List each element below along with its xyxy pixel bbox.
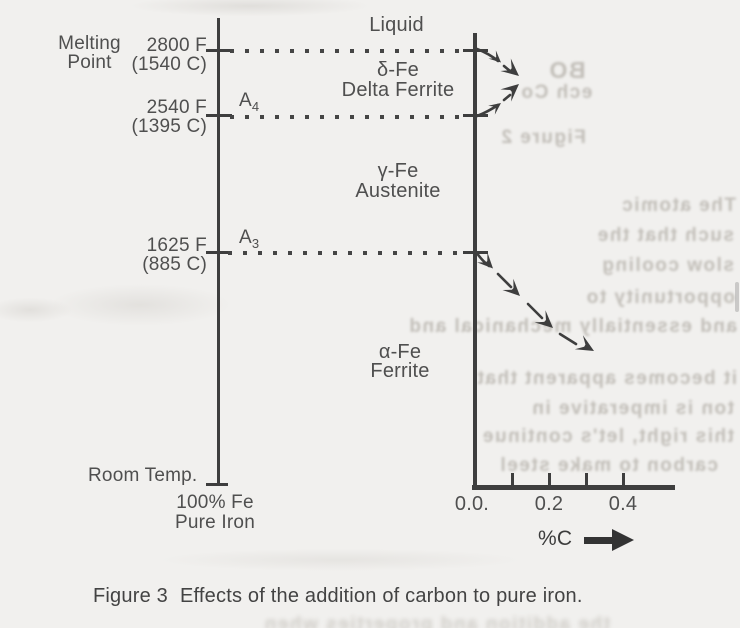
percent-carbon-arrow-head (612, 529, 634, 551)
arrow-a3-curve (474, 250, 491, 268)
arrowhead-icon (488, 103, 501, 115)
bleedthrough-text: the addition and properties when (263, 614, 610, 628)
carbon-axis-line (472, 485, 675, 490)
bleedthrough-text: such that the (596, 225, 734, 246)
a3-sub: 3 (251, 235, 260, 251)
carbon-axis-tick-0-4 (622, 473, 625, 486)
arrowhead-icon (500, 58, 519, 76)
carbon-axis-tick-0-2 (548, 473, 551, 486)
critical-point-a3-label: A3 (239, 227, 260, 251)
temp-f-2800: 2800 F (146, 35, 207, 56)
figure-caption-text: Effects of the addition of carbon to pur… (179, 585, 583, 607)
temp-f-2540: 2540 F (146, 97, 207, 118)
phase-label-alpha-ferrite: α-Fe Ferrite (349, 341, 451, 382)
melting-point-label-line1: Melting (58, 33, 121, 54)
carbon-axis-tick-0-3 (585, 473, 588, 486)
pure-iron-label: 100% Fe Pure Iron (150, 493, 280, 533)
arrowhead-icon (477, 252, 493, 269)
left-axis-tick-2540f (206, 114, 232, 117)
percent-carbon-label: %C (538, 527, 573, 550)
carbon-tick-label-0-4: 0.4 (608, 493, 638, 515)
gamma-fe-symbol: γ-Fe (377, 160, 419, 182)
arrow-a3-dash1 (496, 272, 513, 289)
right-axis-tick-2800f (463, 49, 488, 52)
room-temp-label: Room Temp. (88, 465, 198, 486)
bleedthrough-text: slow cooling (600, 255, 734, 276)
temp-c-885: (885 C) (142, 254, 207, 275)
carbon-tick-label-0-0: 0.0. (454, 493, 490, 515)
bleedthrough-text: carbon to make steel (498, 455, 718, 476)
percent-carbon-arrow-shaft (584, 537, 612, 544)
dotted-line-1625f (228, 251, 464, 255)
phase-label-delta-ferrite: δ-Fe Delta Ferrite (327, 60, 469, 100)
left-axis-tick-1625f (206, 251, 232, 254)
temperature-axis-foot (206, 483, 228, 486)
carbon-tick-label-0-2: 0.2 (534, 493, 564, 515)
dotted-line-2540f (230, 115, 464, 119)
bleedthrough-text: this right, let's continue (481, 426, 734, 447)
bleedthrough-text: and essentially mechanical and (407, 316, 737, 337)
bleedthrough-text: BO (548, 57, 586, 83)
a4-base: A (239, 90, 252, 111)
alpha-fe-symbol: α-Fe (378, 341, 422, 363)
arrow-2540f-dash (502, 93, 512, 102)
figure-caption: Figure 3 Effects of the addition of carbo… (93, 585, 583, 608)
temp-f-1625: 1625 F (146, 235, 207, 256)
arrow-2800f-dash (502, 64, 512, 73)
melting-point-label: Melting Point (42, 34, 137, 72)
delta-ferrite-name: Delta Ferrite (341, 79, 455, 101)
phase-label-austenite: γ-Fe Austenite (327, 161, 469, 201)
melting-point-label-line2: Point (67, 52, 112, 73)
temp-c-1540: (1540 C) (131, 54, 207, 75)
bleedthrough-text: it becomes apparent that (476, 368, 737, 389)
phase-label-liquid: Liquid (369, 14, 424, 36)
right-axis-tick-1625f (463, 251, 488, 254)
pure-iron-label-line2: Pure Iron (175, 512, 255, 533)
carbon-axis-tick-0-1 (511, 473, 514, 486)
pure-iron-label-line1: 100% Fe (176, 492, 254, 513)
critical-point-a4-label: A4 (239, 90, 260, 114)
scan-artifact (735, 282, 739, 312)
arrowhead-icon (488, 50, 501, 63)
left-axis-tick-2800f (206, 49, 232, 52)
right-axis-tick-2540f (463, 114, 488, 117)
austenite-name: Austenite (355, 180, 441, 202)
figure-caption-number: Figure 3 (93, 585, 168, 607)
bleedthrough-text: opportunity to (585, 287, 735, 308)
temp-label-2800f: 2800 F (1540 C) (110, 36, 207, 74)
temp-c-1395: (1395 C) (131, 116, 207, 137)
bleedthrough-text: ech Co (520, 82, 593, 103)
dotted-line-2800f (230, 49, 464, 53)
bleedthrough-text: The atomic (620, 195, 736, 216)
temp-label-1625f: 1625 F (885 C) (110, 236, 207, 274)
temp-label-2540f: 2540 F (1395 C) (110, 98, 207, 136)
a3-base: A (239, 227, 252, 248)
delta-fe-symbol: δ-Fe (377, 59, 419, 81)
a4-sub: 4 (251, 98, 260, 114)
zero-carbon-axis-line (473, 33, 477, 489)
alpha-ferrite-name: Ferrite (370, 360, 430, 382)
bleedthrough-text: ton is imperative in (530, 398, 734, 419)
bleedthrough-text: Figure 2 (500, 127, 586, 148)
arrowhead-icon (574, 335, 594, 351)
